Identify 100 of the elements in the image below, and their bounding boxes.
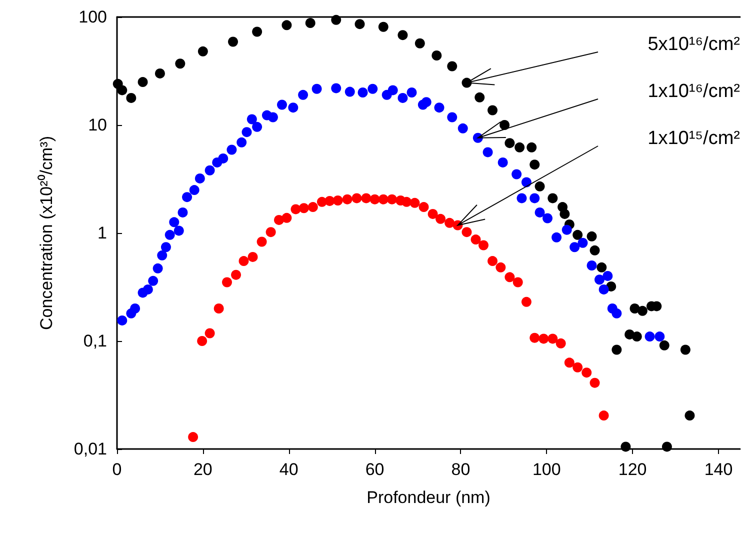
point	[564, 358, 574, 368]
annotation: 1x10¹⁵/cm²	[648, 128, 740, 149]
point	[560, 208, 570, 219]
point	[428, 208, 438, 219]
point	[444, 218, 455, 228]
point	[324, 196, 335, 206]
point	[548, 193, 558, 204]
point	[282, 212, 292, 223]
point	[556, 338, 566, 348]
point	[117, 85, 128, 96]
point	[252, 26, 262, 37]
point	[331, 14, 342, 25]
point	[538, 334, 549, 344]
point	[138, 77, 148, 88]
point	[572, 230, 583, 240]
point	[504, 272, 515, 282]
point	[662, 442, 672, 452]
y-tick-label: 0,01	[74, 440, 107, 458]
y-axis-title: Concentration (x10²⁰/cm³)	[37, 136, 56, 330]
point	[361, 193, 372, 204]
point	[188, 432, 198, 442]
point	[530, 160, 540, 170]
point	[290, 204, 301, 214]
point	[521, 296, 532, 307]
point	[378, 22, 388, 32]
point	[488, 256, 498, 266]
point	[462, 227, 472, 238]
y-tick-label: 10	[88, 116, 107, 134]
point	[126, 92, 136, 103]
point	[447, 61, 458, 72]
point	[632, 332, 642, 342]
point	[684, 410, 695, 421]
point	[266, 227, 276, 238]
point	[590, 378, 600, 388]
point	[548, 334, 558, 344]
point	[612, 344, 622, 355]
point	[256, 236, 267, 247]
y-tick-label: 100	[78, 8, 107, 26]
point	[474, 92, 485, 102]
y-tick-label: 0,1	[83, 332, 107, 350]
point	[504, 138, 515, 148]
point	[432, 50, 442, 61]
x-tick-label: 100	[532, 460, 561, 479]
point	[298, 203, 309, 214]
point	[204, 328, 215, 338]
point	[282, 20, 292, 30]
x-axis-title: Profondeur (nm)	[366, 488, 490, 507]
point	[586, 231, 597, 242]
point	[526, 142, 537, 152]
point	[478, 240, 488, 250]
point	[402, 196, 412, 207]
point	[386, 194, 397, 204]
x-tick-label: 0	[112, 460, 122, 479]
point	[488, 105, 498, 116]
point	[596, 262, 607, 272]
point	[354, 19, 365, 30]
annotation: 1x10¹⁶/cm²	[648, 81, 740, 102]
point	[238, 256, 249, 266]
point	[378, 194, 388, 204]
point	[214, 303, 224, 314]
annotation: 5x10¹⁶/cm²	[648, 34, 740, 55]
x-tick-label: 140	[704, 460, 733, 479]
point	[414, 38, 425, 48]
point	[590, 245, 600, 256]
point	[637, 306, 648, 316]
point	[418, 202, 429, 212]
point	[305, 18, 316, 28]
point	[659, 340, 670, 350]
point	[500, 120, 510, 130]
point	[582, 368, 592, 378]
point	[436, 214, 446, 224]
point	[530, 332, 540, 343]
point	[470, 234, 481, 245]
point	[410, 198, 420, 208]
point	[154, 68, 165, 78]
point	[352, 193, 362, 204]
point	[512, 277, 523, 288]
point	[198, 46, 208, 56]
point	[514, 142, 525, 152]
point	[274, 214, 284, 225]
point	[197, 336, 208, 346]
x-tick-label: 120	[618, 460, 647, 479]
point	[598, 410, 609, 421]
x-tick-label: 40	[279, 460, 298, 479]
point	[630, 303, 640, 314]
point	[332, 195, 343, 206]
point	[222, 277, 232, 288]
x-tick-label: 80	[451, 460, 470, 479]
point	[308, 202, 318, 212]
point	[398, 30, 408, 40]
y-tick-label: 1	[98, 224, 107, 242]
x-tick-label: 60	[365, 460, 384, 479]
point	[680, 344, 690, 355]
point	[342, 194, 352, 204]
point	[228, 36, 238, 47]
point	[572, 362, 583, 372]
point	[370, 194, 380, 204]
point	[620, 442, 631, 452]
point	[534, 181, 545, 192]
point	[175, 58, 186, 69]
